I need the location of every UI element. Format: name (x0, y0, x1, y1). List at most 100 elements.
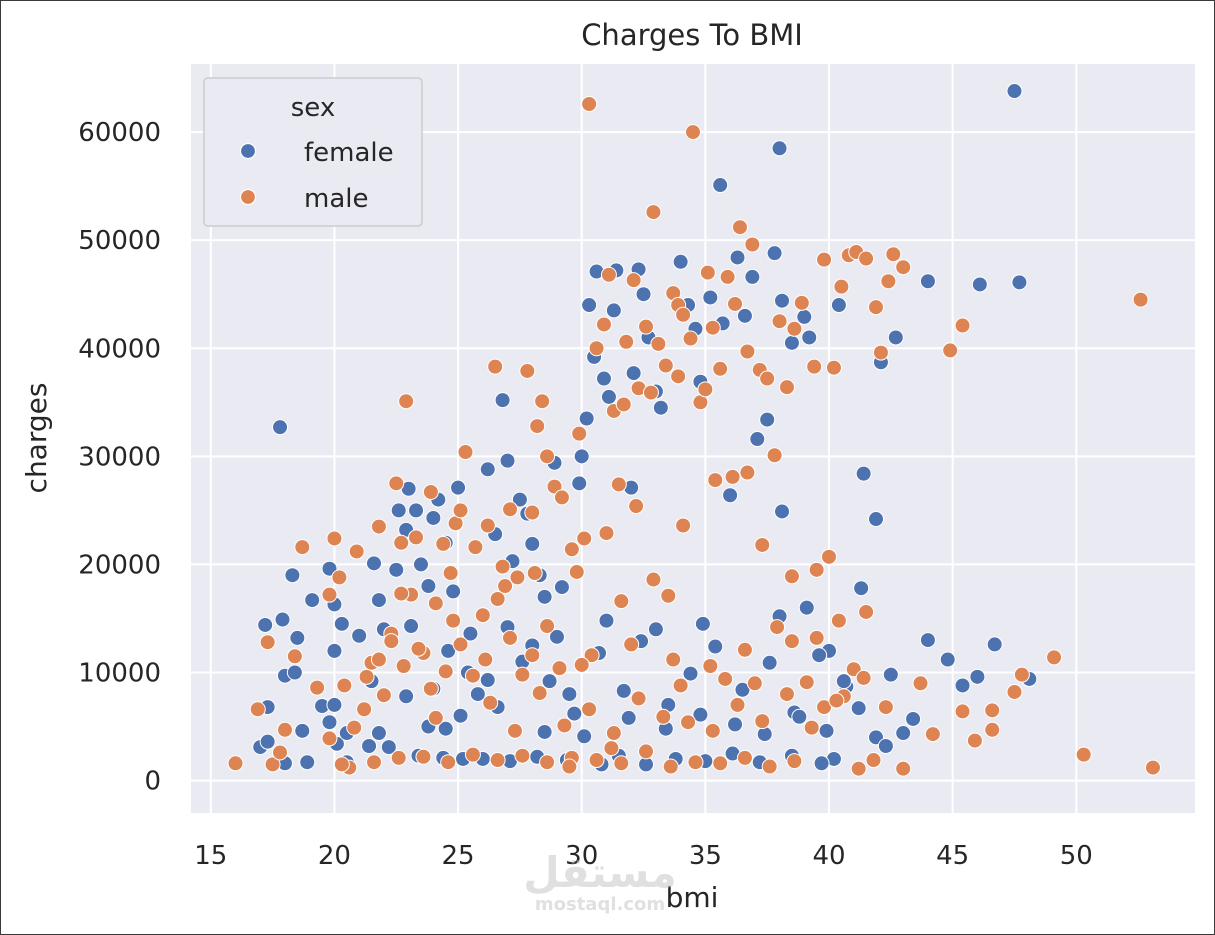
data-point-female (289, 629, 306, 646)
data-point-female (647, 621, 664, 638)
data-point-female (380, 739, 397, 756)
data-point-male (356, 701, 373, 718)
data-point-female (274, 611, 291, 628)
data-point-male (563, 541, 580, 558)
data-point-male (872, 344, 889, 361)
x-tick-label: 30 (565, 841, 598, 871)
data-point-female (351, 627, 368, 644)
data-point-male (816, 699, 833, 716)
data-point-female (813, 755, 830, 772)
data-point-male (514, 666, 531, 683)
data-point-male (744, 236, 761, 253)
data-point-male (613, 593, 630, 610)
data-point-male (576, 530, 593, 547)
data-point-male (370, 651, 387, 668)
data-point-male (793, 294, 810, 311)
data-point-female (450, 479, 467, 496)
data-point-female (811, 647, 828, 664)
data-point-female (1006, 83, 1023, 100)
data-point-male (660, 587, 677, 604)
data-point-female (971, 276, 988, 293)
data-point-male (249, 701, 266, 718)
data-point-male (489, 591, 506, 607)
data-point-female (801, 329, 818, 346)
data-point-female (420, 578, 437, 595)
data-point-male (665, 651, 682, 668)
data-point-male (865, 752, 882, 769)
y-tick-labels: 0 10000 20000 30000 40000 50000 60000 (78, 118, 161, 796)
data-point-male (479, 517, 496, 534)
data-point-male (309, 679, 326, 696)
data-point-female (536, 588, 553, 605)
data-point-male (445, 612, 462, 629)
data-point-female (969, 668, 986, 685)
data-point-male (610, 476, 627, 493)
data-point-male (477, 651, 494, 668)
data-point-male (358, 668, 375, 685)
data-point-male (348, 543, 365, 560)
data-point-female (272, 419, 289, 436)
x-axis-label: bmi (666, 881, 719, 914)
data-point-male (415, 748, 432, 765)
data-point-male (759, 370, 776, 387)
data-point-female (511, 491, 528, 508)
data-point-male (395, 658, 412, 675)
data-point-male (539, 448, 556, 465)
data-point-female (749, 431, 766, 448)
data-point-male (1013, 666, 1030, 683)
legend-marker-female (239, 142, 257, 160)
data-point-male (474, 607, 491, 624)
data-point-male (605, 725, 622, 742)
data-point-female (462, 625, 479, 642)
data-point-male (984, 702, 1001, 719)
data-point-female (321, 714, 338, 731)
data-point-male (286, 648, 303, 665)
data-point-male (850, 760, 867, 777)
data-point-male (771, 313, 788, 330)
legend-marker-male (239, 188, 257, 206)
data-point-male (642, 384, 659, 401)
data-point-male (877, 699, 894, 716)
data-point-male (712, 755, 729, 772)
data-point-female (388, 561, 405, 578)
data-point-female (702, 289, 719, 306)
data-point-male (539, 618, 556, 635)
data-point-female (284, 567, 301, 584)
data-point-male (427, 709, 444, 726)
data-point-male (830, 612, 847, 629)
data-point-male (457, 444, 474, 461)
data-point-male (422, 484, 439, 500)
data-point-female (408, 502, 425, 519)
data-point-male (422, 680, 439, 697)
data-point-female (548, 628, 565, 645)
data-point-male (858, 603, 875, 620)
data-point-male (581, 701, 598, 718)
data-point-male (383, 633, 400, 650)
data-point-male (657, 357, 674, 374)
data-point-male (645, 571, 662, 588)
data-point-female (850, 700, 867, 717)
data-point-male (739, 343, 756, 360)
data-point-female (571, 475, 588, 492)
data-point-male (440, 754, 457, 771)
data-point-female (365, 555, 382, 572)
data-point-male (924, 726, 941, 743)
data-point-male (754, 536, 771, 553)
watermark: مستقل mostaql.com (523, 848, 677, 915)
data-point-male (442, 565, 459, 582)
data-point-male (754, 713, 771, 730)
data-point-male (675, 517, 692, 534)
data-point-male (712, 360, 729, 377)
data-point-female (736, 307, 753, 324)
data-point-female (853, 580, 870, 597)
data-point-male (509, 569, 526, 586)
data-point-male (645, 204, 662, 221)
x-tick-label: 50 (1060, 841, 1093, 871)
data-point-female (694, 615, 711, 632)
data-point-female (682, 665, 699, 682)
data-point-female (479, 461, 496, 478)
data-point-female (553, 579, 570, 596)
legend-box (203, 77, 423, 227)
data-point-male (724, 468, 741, 485)
